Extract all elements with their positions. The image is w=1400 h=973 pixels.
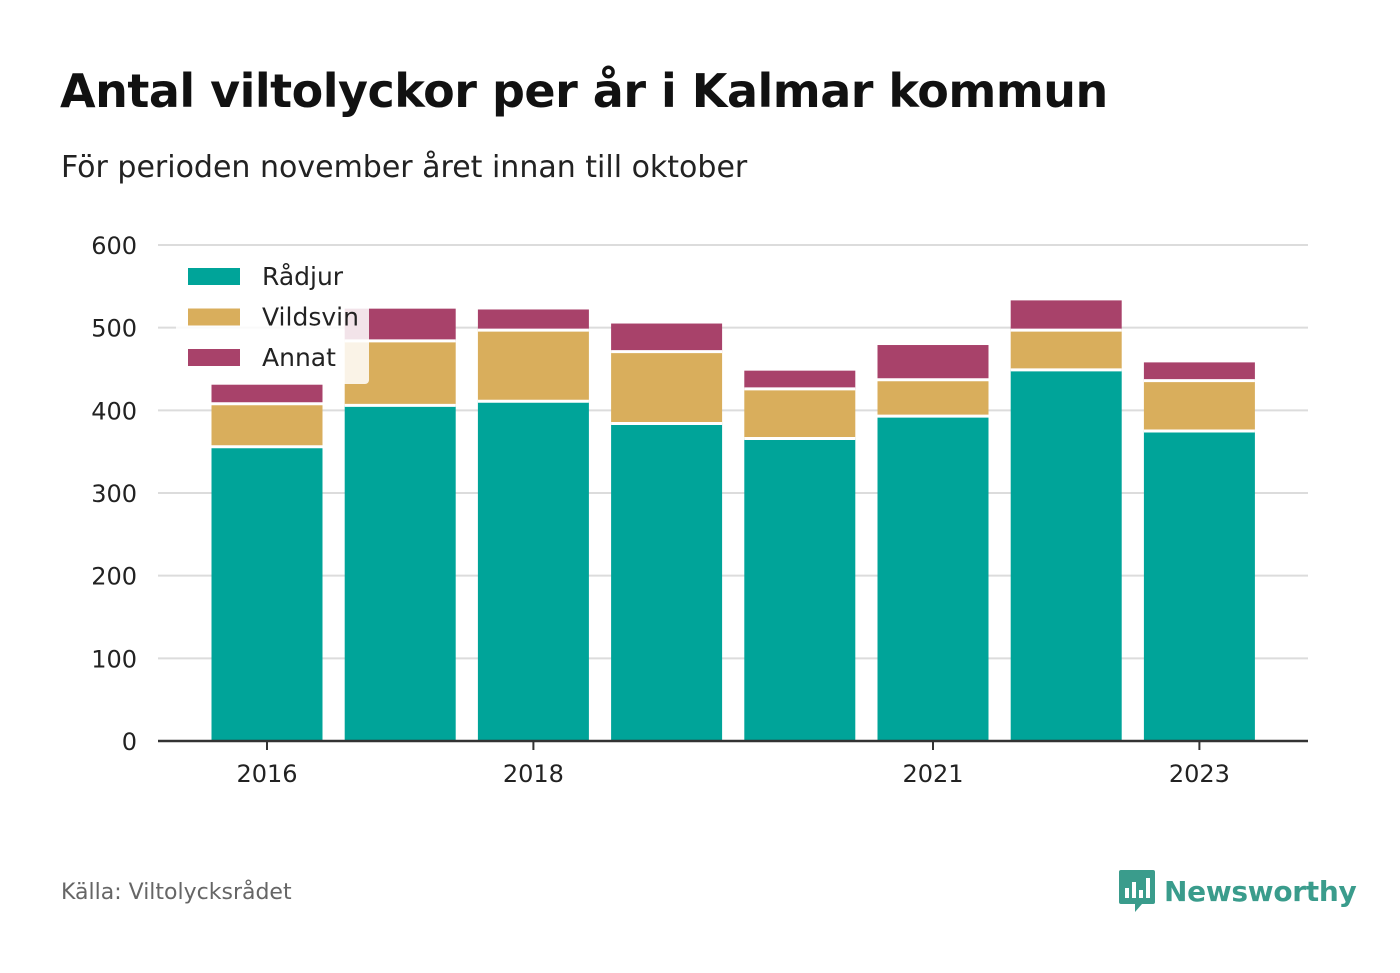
bar-segment-rådjur [1010, 369, 1122, 741]
y-tick-label: 300 [91, 480, 137, 508]
y-tick-label: 100 [91, 645, 137, 673]
bar-segment-vildsvin [477, 330, 589, 402]
y-tick-label: 200 [91, 563, 137, 591]
x-tick-label: 2021 [902, 760, 963, 788]
bar-segment-annat [1143, 362, 1255, 381]
y-tick-label: 500 [91, 315, 137, 343]
bar-chart-speech-bubble-icon [1119, 870, 1155, 912]
bar-segment-annat [211, 384, 323, 404]
legend-swatch [188, 308, 240, 326]
y-tick-label: 0 [122, 728, 137, 756]
bar-segment-annat [1010, 300, 1122, 331]
x-tick-label: 2023 [1169, 760, 1230, 788]
bar-segment-rådjur [211, 446, 323, 741]
bar-segment-rådjur [1143, 431, 1255, 741]
y-tick-label: 400 [91, 397, 137, 425]
y-tick-label: 600 [91, 232, 137, 260]
bars [211, 300, 1255, 741]
bar-segment-vildsvin [611, 351, 723, 424]
source-note: Källa: Viltolycksrådet [61, 880, 292, 905]
bar-segment-rådjur [611, 423, 723, 741]
legend-label: Vildsvin [262, 303, 359, 332]
legend-label: Rådjur [262, 262, 344, 291]
bar-segment-annat [877, 345, 989, 380]
legend-swatch [188, 349, 240, 366]
bar-segment-annat [477, 309, 589, 331]
bar-segment-rådjur [877, 416, 989, 741]
bar-segment-rådjur [344, 405, 456, 741]
legend-swatch [188, 268, 240, 285]
bar-segment-rådjur [744, 438, 856, 741]
bar-segment-vildsvin [877, 379, 989, 417]
brand-name: Newsworthy [1164, 874, 1357, 908]
x-axis: 2016 2018 2021 2023 [158, 739, 1308, 788]
legend: Rådjur Vildsvin Annat [176, 254, 369, 384]
bar-segment-vildsvin [1143, 380, 1255, 431]
legend-label: Annat [262, 343, 336, 372]
chart-subtitle: För perioden november året innan till ok… [61, 150, 748, 185]
bar-segment-annat [744, 370, 856, 389]
brand-logo: Newsworthy [1118, 868, 1357, 914]
x-tick-label: 2016 [236, 760, 297, 788]
bar-segment-vildsvin [211, 403, 323, 447]
chart-title: Antal viltolyckor per år i Kalmar kommun [60, 64, 1108, 118]
bar-segment-annat [611, 323, 723, 352]
y-axis-labels: 0 100 200 300 400 500 600 [91, 232, 137, 756]
bar-segment-rådjur [477, 401, 589, 741]
bar-segment-vildsvin [744, 388, 856, 439]
bar-segment-vildsvin [1010, 330, 1122, 370]
x-tick-label: 2018 [503, 760, 564, 788]
